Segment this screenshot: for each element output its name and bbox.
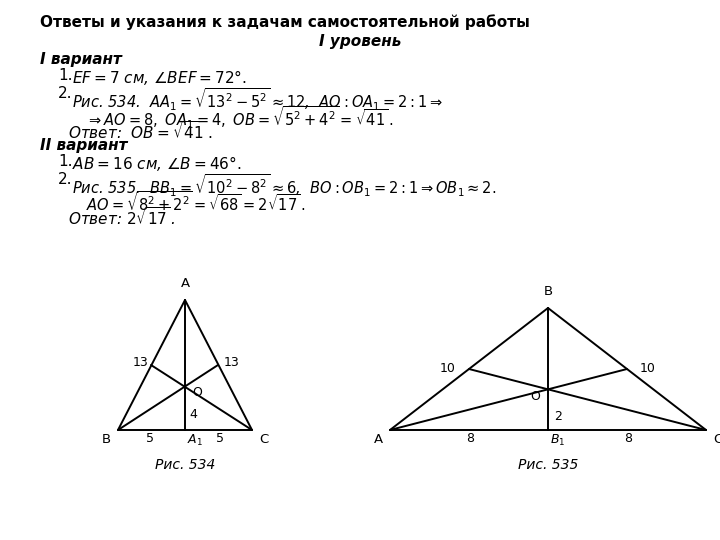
- Text: A: A: [181, 277, 189, 290]
- Text: Рис. 535: Рис. 535: [518, 458, 578, 472]
- Text: 2.: 2.: [58, 86, 73, 101]
- Text: I вариант: I вариант: [40, 52, 122, 67]
- Text: $AB = 16$ см, $\angle B = 46°.$: $AB = 16$ см, $\angle B = 46°.$: [72, 154, 241, 173]
- Text: 10: 10: [440, 361, 456, 375]
- Text: 4: 4: [189, 408, 197, 422]
- Text: $B_1$: $B_1$: [550, 433, 565, 448]
- Text: Ответ:  $OB = \sqrt{41}\,.$: Ответ: $OB = \sqrt{41}\,.$: [68, 120, 212, 142]
- Text: Ответ: $2\sqrt{17}\,$.: Ответ: $2\sqrt{17}\,$.: [68, 206, 176, 228]
- Text: $\Rightarrow AO = 8,\ OA_1 = 4,\ OB = \sqrt{5^2 + 4^2} = \sqrt{41}\,.$: $\Rightarrow AO = 8,\ OA_1 = 4,\ OB = \s…: [86, 104, 394, 131]
- Text: Рис. 534: Рис. 534: [155, 458, 215, 472]
- Text: 1.: 1.: [58, 154, 73, 169]
- Text: A: A: [374, 433, 383, 446]
- Text: 10: 10: [640, 361, 656, 375]
- Text: I уровень: I уровень: [319, 34, 401, 49]
- Text: 2: 2: [554, 409, 562, 422]
- Text: $AO = \sqrt{8^2 + 2^2} = \sqrt{68} = 2\sqrt{17}\,.$: $AO = \sqrt{8^2 + 2^2} = \sqrt{68} = 2\s…: [86, 190, 306, 214]
- Text: 5: 5: [146, 431, 154, 444]
- Text: II вариант: II вариант: [40, 138, 127, 153]
- Text: B: B: [544, 285, 552, 298]
- Text: O: O: [530, 389, 540, 402]
- Text: $EF = 7$ см, $\angle BEF = 72°.$: $EF = 7$ см, $\angle BEF = 72°.$: [72, 68, 247, 87]
- Text: B: B: [102, 433, 111, 446]
- Text: 2.: 2.: [58, 172, 73, 187]
- Text: 13: 13: [132, 356, 148, 369]
- Text: 8: 8: [466, 431, 474, 444]
- Text: C: C: [259, 433, 269, 446]
- Text: 5: 5: [216, 431, 224, 444]
- Text: 1.: 1.: [58, 68, 73, 83]
- Text: O: O: [192, 386, 202, 399]
- Text: Ответы и указания к задачам самостоятельной работы: Ответы и указания к задачам самостоятель…: [40, 14, 530, 30]
- Text: Рис. 534.  $AA_1 = \sqrt{13^2 - 5^2} \approx 12$,  $AO : OA_1 = 2 : 1 \Rightarro: Рис. 534. $AA_1 = \sqrt{13^2 - 5^2} \app…: [72, 86, 443, 112]
- Text: Рис. 535.  $BB_1 = \sqrt{10^2 - 8^2} \approx 6$,  $BO : OB_1 = 2 : 1 \Rightarrow: Рис. 535. $BB_1 = \sqrt{10^2 - 8^2} \app…: [72, 172, 496, 199]
- Text: 13: 13: [224, 356, 240, 369]
- Text: 8: 8: [624, 431, 632, 444]
- Text: C: C: [713, 433, 720, 446]
- Text: $A_1$: $A_1$: [187, 433, 203, 448]
